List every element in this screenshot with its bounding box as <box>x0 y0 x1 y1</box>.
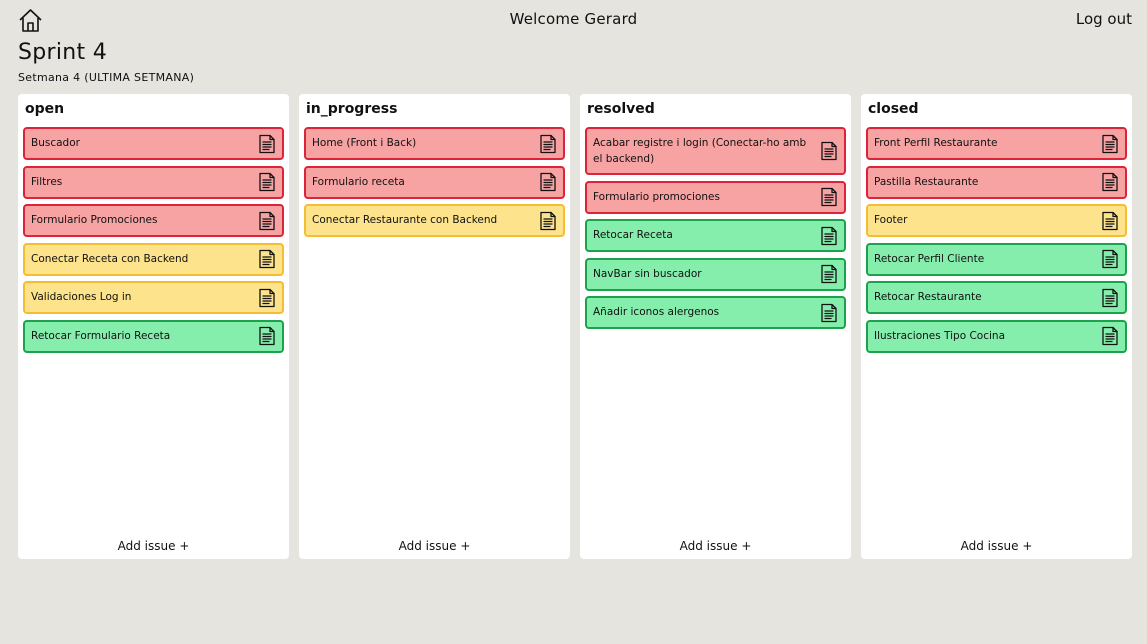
issue-card-label: Ilustraciones Tipo Cocina <box>874 329 1006 342</box>
issue-card[interactable]: Filtres <box>23 165 284 199</box>
column-title: resolved <box>587 101 655 117</box>
issue-card-label: Buscador <box>31 137 80 149</box>
document-icon[interactable] <box>820 303 838 323</box>
issue-card-label: Conectar Restaurante con Backend <box>312 214 498 226</box>
document-icon[interactable] <box>1101 172 1119 192</box>
home-icon[interactable] <box>17 7 44 34</box>
document-icon[interactable] <box>258 288 276 308</box>
issue-card[interactable]: Retocar Restaurante <box>866 281 1127 314</box>
document-icon[interactable] <box>820 141 838 161</box>
issue-card[interactable]: Footer <box>866 204 1127 237</box>
issue-card[interactable]: Añadir iconos alergenos <box>585 296 846 329</box>
issue-card[interactable]: Front Perfil Restaurante <box>866 127 1127 160</box>
column-title: in_progress <box>306 101 398 117</box>
issue-card[interactable]: Retocar Formulario Receta <box>23 319 284 353</box>
issue-card[interactable]: Buscador <box>23 127 284 160</box>
document-icon[interactable] <box>258 172 276 192</box>
add-issue-button[interactable]: Add issue + <box>960 539 1033 553</box>
document-icon[interactable] <box>1101 134 1119 154</box>
issue-card[interactable]: Retocar Receta <box>585 219 846 252</box>
document-icon[interactable] <box>258 211 276 231</box>
issue-card-label: NavBar sin buscador <box>593 267 702 280</box>
card-list: Acabar registre i login (Conectar-ho amb… <box>585 127 846 335</box>
issue-card[interactable]: Pastilla Restaurante <box>866 165 1127 199</box>
issue-card[interactable]: Formulario receta <box>304 165 565 199</box>
add-issue-button[interactable]: Add issue + <box>117 539 190 553</box>
top-bar: Welcome Gerard Log out <box>0 0 1147 40</box>
document-icon[interactable] <box>539 134 557 154</box>
kanban-board: open Buscador Filtres Formulario Promocion… <box>18 94 1132 559</box>
issue-card-label: Retocar Restaurante <box>874 291 982 303</box>
issue-card-label: Retocar Formulario Receta <box>31 329 171 342</box>
issue-card-label: Conectar Receta con Backend <box>31 252 189 265</box>
column-title: open <box>25 101 65 117</box>
issue-card[interactable]: Conectar Restaurante con Backend <box>304 204 565 237</box>
issue-card-label: Footer <box>874 214 908 226</box>
welcome-message: Welcome Gerard <box>509 10 638 28</box>
card-list: Buscador Filtres Formulario Promociones Con… <box>23 127 284 358</box>
card-list: Front Perfil Restaurante Pastilla Restaur… <box>866 127 1127 358</box>
logout-link[interactable]: Log out <box>1075 10 1132 28</box>
document-icon[interactable] <box>258 249 276 269</box>
document-icon[interactable] <box>539 172 557 192</box>
sprint-title: Sprint 4 <box>18 40 108 65</box>
add-issue-button[interactable]: Add issue + <box>398 539 471 553</box>
document-icon[interactable] <box>258 326 276 346</box>
document-icon[interactable] <box>258 134 276 154</box>
issue-card-label: Formulario Promociones <box>31 214 158 226</box>
issue-card-label: Retocar Perfil Cliente <box>874 252 985 265</box>
issue-card-label: Home (Front i Back) <box>312 137 417 149</box>
document-icon[interactable] <box>1101 249 1119 269</box>
document-icon[interactable] <box>539 211 557 231</box>
issue-card-label: Pastilla Restaurante <box>874 175 979 188</box>
document-icon[interactable] <box>820 226 838 246</box>
document-icon[interactable] <box>820 187 838 207</box>
card-list: Home (Front i Back) Formulario receta Cone… <box>304 127 565 243</box>
issue-card[interactable]: Acabar registre i login (Conectar-ho amb… <box>585 127 846 175</box>
issue-card-label: Filtres <box>31 175 63 188</box>
document-icon[interactable] <box>820 264 838 284</box>
column-in-progress: in_progress Home (Front i Back) Formulari… <box>299 94 570 559</box>
column-resolved: resolved Acabar registre i login (Conect… <box>580 94 851 559</box>
issue-card-label: Validaciones Log in <box>31 291 132 303</box>
issue-card[interactable]: Retocar Perfil Cliente <box>866 242 1127 276</box>
add-issue-button[interactable]: Add issue + <box>679 539 752 553</box>
issue-card[interactable]: Formulario promociones <box>585 180 846 214</box>
column-closed: closed Front Perfil Restaurante Pastilla … <box>861 94 1132 559</box>
column-title: closed <box>868 101 919 117</box>
issue-card-label: Formulario promociones <box>593 190 720 203</box>
issue-card-label: Añadir iconos alergenos <box>593 306 720 318</box>
issue-card[interactable]: Conectar Receta con Backend <box>23 242 284 276</box>
issue-card-label: Formulario receta <box>312 175 405 188</box>
issue-card[interactable]: Formulario Promociones <box>23 204 284 237</box>
document-icon[interactable] <box>1101 211 1119 231</box>
issue-card[interactable]: NavBar sin buscador <box>585 257 846 291</box>
issue-card-label: Acabar registre i login (Conectar-ho amb… <box>593 137 807 165</box>
issue-card-label: Retocar Receta <box>593 229 673 241</box>
issue-card-label: Front Perfil Restaurante <box>874 137 998 149</box>
column-open: open Buscador Filtres Formulario Promocion… <box>18 94 289 559</box>
issue-card[interactable]: Home (Front i Back) <box>304 127 565 160</box>
document-icon[interactable] <box>1101 288 1119 308</box>
issue-card[interactable]: Ilustraciones Tipo Cocina <box>866 319 1127 353</box>
issue-card[interactable]: Validaciones Log in <box>23 281 284 314</box>
sprint-subtitle: Setmana 4 (ULTIMA SETMANA) <box>18 71 195 84</box>
document-icon[interactable] <box>1101 326 1119 346</box>
